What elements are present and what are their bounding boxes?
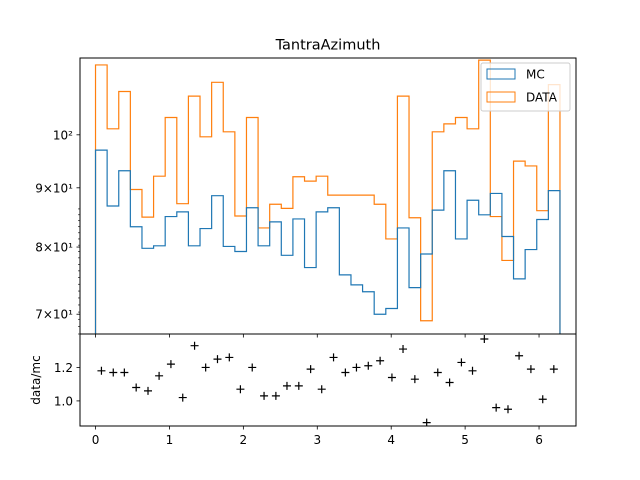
top-y-tick-label: 9×10¹ (35, 181, 73, 195)
ratio-point (457, 358, 466, 367)
ratio-point (352, 363, 361, 372)
legend-data-label: DATA (526, 91, 558, 105)
ratio-point (190, 341, 199, 350)
ratio-point (538, 395, 547, 404)
ratio-point (515, 351, 524, 360)
x-tick-label: 0 (92, 433, 100, 447)
legend: MC DATA (480, 62, 571, 112)
ratio-point (480, 335, 489, 344)
ratio-point (399, 345, 408, 354)
ratio-point (410, 375, 419, 384)
x-tick-label: 1 (166, 433, 174, 447)
ratio-point (166, 360, 175, 369)
ratio-point (468, 366, 477, 375)
ratio-point (306, 365, 315, 374)
bottom-panel: 1.0 1.2 data/mc (29, 333, 577, 427)
bottom-y-tick-label: 1.0 (54, 394, 73, 408)
bottom-panel-frame (79, 333, 577, 427)
top-panel: 7×10¹ 8×10¹ 9×10¹ 10² MC DATA (35, 57, 577, 335)
ratio-point (282, 381, 291, 390)
ratio-point (260, 391, 269, 400)
ratio-point (422, 418, 431, 426)
chart-title: TantraAzimuth (275, 38, 381, 54)
ratio-point (364, 361, 373, 370)
ratio-point (236, 385, 245, 394)
ratio-point (317, 385, 326, 394)
ratio-points (97, 335, 558, 426)
top-histograms (94, 59, 561, 334)
ratio-point (97, 366, 106, 375)
ratio-point (433, 368, 442, 377)
ratio-point (132, 383, 141, 392)
ratio-point (109, 368, 118, 377)
top-y-tick-label: 8×10¹ (35, 241, 73, 255)
ratio-point (341, 368, 350, 377)
ratio-point (248, 363, 257, 372)
ratio-point (526, 365, 535, 374)
ratio-point (492, 403, 501, 412)
ratio-point (225, 353, 234, 362)
legend-mc-swatch (486, 68, 516, 80)
ratio-point (549, 365, 558, 374)
x-tick-label: 6 (535, 433, 543, 447)
bottom-y-axis-label: data/mc (29, 355, 43, 404)
ratio-point (201, 363, 210, 372)
bottom-y-tick-label: 1.2 (54, 361, 73, 375)
x-tick-label: 4 (387, 433, 395, 447)
histogram-data (94, 59, 561, 334)
ratio-point (144, 386, 153, 395)
x-tick-label: 5 (461, 433, 469, 447)
ratio-point (213, 355, 222, 364)
ratio-point (155, 371, 164, 380)
legend-data-swatch (486, 91, 516, 103)
ratio-point (376, 356, 385, 365)
legend-box (480, 62, 571, 112)
ratio-point (294, 381, 303, 390)
ratio-point (503, 405, 512, 414)
x-tick-label: 3 (313, 433, 321, 447)
ratio-point (329, 353, 338, 362)
ratio-point (120, 368, 129, 377)
legend-mc-label: MC (526, 68, 545, 82)
ratio-point (387, 373, 396, 382)
histogram-mc (94, 149, 561, 334)
ratio-point (445, 378, 454, 387)
x-tick-label: 2 (240, 433, 248, 447)
bottom-y-axis: 1.0 1.2 (54, 361, 80, 408)
x-axis: 0 1 2 3 4 5 6 (92, 334, 543, 447)
ratio-point (178, 393, 187, 402)
top-y-tick-label: 7×10¹ (35, 308, 73, 322)
top-y-tick-label: 10² (53, 128, 73, 142)
ratio-point (271, 391, 280, 400)
top-y-axis: 7×10¹ 8×10¹ 9×10¹ 10² (35, 128, 80, 335)
